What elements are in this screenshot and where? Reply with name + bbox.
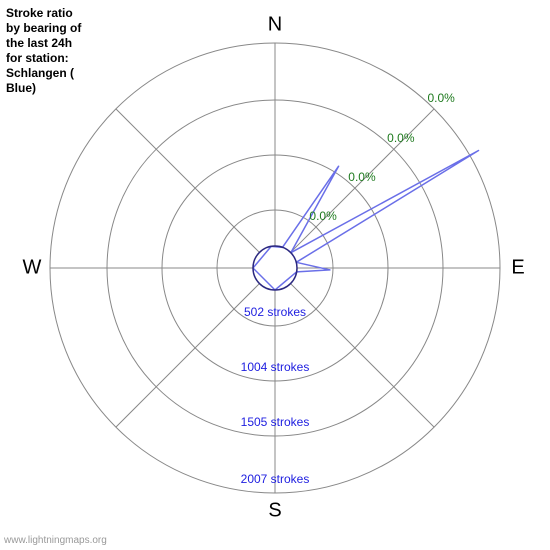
svg-text:502 strokes: 502 strokes	[244, 305, 306, 319]
svg-text:W: W	[23, 256, 42, 278]
svg-text:N: N	[268, 13, 282, 35]
svg-text:S: S	[268, 499, 281, 521]
svg-text:2007 strokes: 2007 strokes	[241, 472, 310, 486]
svg-text:0.0%: 0.0%	[309, 209, 337, 223]
svg-text:1004 strokes: 1004 strokes	[241, 360, 310, 374]
svg-text:1505 strokes: 1505 strokes	[241, 415, 310, 429]
svg-text:0.0%: 0.0%	[427, 91, 455, 105]
cardinal-labels: N E S W	[23, 13, 525, 521]
svg-text:E: E	[511, 256, 524, 278]
svg-text:0.0%: 0.0%	[348, 170, 376, 184]
center-ring	[253, 246, 297, 290]
polar-chart: N E S W 0.0% 0.0% 0.0% 0.0% 502 strokes 1004 st…	[0, 0, 550, 550]
svg-text:0.0%: 0.0%	[387, 131, 415, 145]
credit-text: www.lightningmaps.org	[4, 535, 107, 546]
